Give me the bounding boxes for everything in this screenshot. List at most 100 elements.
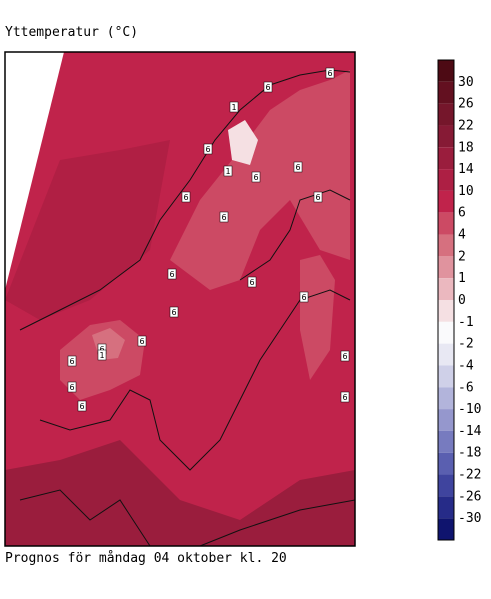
mountain-cold bbox=[228, 120, 258, 165]
legend-label: 1 bbox=[458, 271, 466, 286]
legend-swatch bbox=[438, 147, 454, 170]
map-label-box bbox=[299, 291, 309, 303]
map-label: 6 bbox=[205, 145, 210, 154]
legend-label: 30 bbox=[458, 75, 474, 90]
map-label: 6 bbox=[315, 193, 320, 202]
map-label-box bbox=[67, 381, 77, 393]
map-label: 6 bbox=[171, 308, 176, 317]
border bbox=[239, 189, 351, 281]
map-label: 6 bbox=[327, 69, 332, 78]
coastline bbox=[19, 489, 151, 547]
finland-area bbox=[300, 255, 335, 380]
legend-swatch bbox=[438, 496, 454, 519]
legend-label: 4 bbox=[458, 228, 466, 243]
map-label: 1 bbox=[225, 167, 230, 176]
map-label: 6 bbox=[79, 402, 84, 411]
legend-label: 6 bbox=[458, 206, 466, 221]
legend-swatch bbox=[438, 365, 454, 388]
legend-frame bbox=[437, 59, 455, 541]
legend-label: -10 bbox=[458, 402, 481, 417]
legend-swatch bbox=[438, 300, 454, 322]
legend-swatch bbox=[438, 278, 454, 300]
map-label: 6 bbox=[265, 83, 270, 92]
legend-label: 26 bbox=[458, 97, 474, 112]
map-label-box bbox=[229, 101, 239, 113]
legend-swatch bbox=[438, 452, 454, 475]
map-label: 6 bbox=[253, 173, 258, 182]
legend-swatch bbox=[438, 190, 454, 213]
map-label-box bbox=[263, 81, 273, 93]
legend-swatch bbox=[438, 234, 454, 257]
coastline bbox=[199, 499, 356, 547]
legend: 30262218141064210-1-2-4-6-10-14-18-22-26… bbox=[437, 59, 482, 541]
legend-swatch bbox=[438, 430, 454, 453]
map-label-box bbox=[137, 335, 147, 347]
map-label-box bbox=[167, 268, 177, 280]
map-label-box bbox=[247, 276, 257, 288]
legend-swatch bbox=[438, 343, 454, 366]
no-data bbox=[5, 52, 64, 290]
legend-label: 14 bbox=[458, 162, 474, 177]
map-label: 1 bbox=[231, 103, 236, 112]
map-label-box bbox=[340, 391, 350, 403]
legend-swatch bbox=[438, 212, 454, 235]
map-label: 6 bbox=[249, 278, 254, 287]
map-label: 6 bbox=[99, 345, 104, 354]
legend-label: 2 bbox=[458, 249, 466, 264]
map-label: 6 bbox=[139, 337, 144, 346]
legend-label: -30 bbox=[458, 511, 481, 526]
legend-label: 10 bbox=[458, 184, 474, 199]
map-label: 1 bbox=[99, 351, 104, 360]
map-frame bbox=[4, 51, 356, 547]
map-label: 6 bbox=[169, 270, 174, 279]
legend-swatch bbox=[438, 387, 454, 410]
warm-south bbox=[5, 440, 355, 546]
legend-label: -2 bbox=[458, 337, 474, 352]
legend-swatch bbox=[438, 321, 454, 344]
legend-label: 18 bbox=[458, 140, 474, 155]
legend-swatch bbox=[438, 518, 454, 540]
map-label-box bbox=[219, 211, 229, 223]
map-label: 6 bbox=[342, 352, 347, 361]
map-label: 6 bbox=[342, 393, 347, 402]
coastline bbox=[19, 69, 351, 331]
map-label-box bbox=[251, 171, 261, 183]
legend-label: -26 bbox=[458, 489, 481, 504]
map-label-box bbox=[77, 400, 87, 412]
legend-label: -18 bbox=[458, 446, 481, 461]
legend-label: -4 bbox=[458, 358, 474, 373]
map-label-box bbox=[293, 161, 303, 173]
legend-swatch bbox=[438, 103, 454, 126]
map-label: 6 bbox=[183, 193, 188, 202]
legend-swatch bbox=[438, 60, 454, 82]
map-label-box bbox=[340, 350, 350, 362]
legend-swatch bbox=[438, 409, 454, 431]
map-label-box bbox=[67, 355, 77, 367]
title: Yttemperatur (°C) bbox=[5, 25, 138, 40]
map-label: 6 bbox=[295, 163, 300, 172]
map-label-box bbox=[313, 191, 323, 203]
map-label: 6 bbox=[221, 213, 226, 222]
legend-swatch bbox=[438, 474, 454, 497]
map-label-box bbox=[181, 191, 191, 203]
legend-label: -22 bbox=[458, 468, 481, 483]
map-label-box bbox=[169, 306, 179, 318]
map-label: 6 bbox=[301, 293, 306, 302]
legend-swatch bbox=[438, 256, 454, 279]
legend-label: -6 bbox=[458, 380, 474, 395]
map-label: 6 bbox=[69, 357, 74, 366]
legend-label: -14 bbox=[458, 424, 482, 439]
map-label-box bbox=[203, 143, 213, 155]
sea-area bbox=[5, 140, 170, 320]
legend-swatch bbox=[438, 125, 454, 148]
map-label-box bbox=[325, 67, 335, 79]
legend-swatch bbox=[438, 169, 454, 191]
map-label-box bbox=[223, 165, 233, 177]
legend-swatch bbox=[438, 81, 454, 104]
legend-label: -1 bbox=[458, 315, 474, 330]
footer: Prognos för måndag 04 oktober kl. 20 bbox=[5, 551, 287, 566]
legend-label: 22 bbox=[458, 118, 474, 133]
map-label-box bbox=[97, 349, 107, 361]
